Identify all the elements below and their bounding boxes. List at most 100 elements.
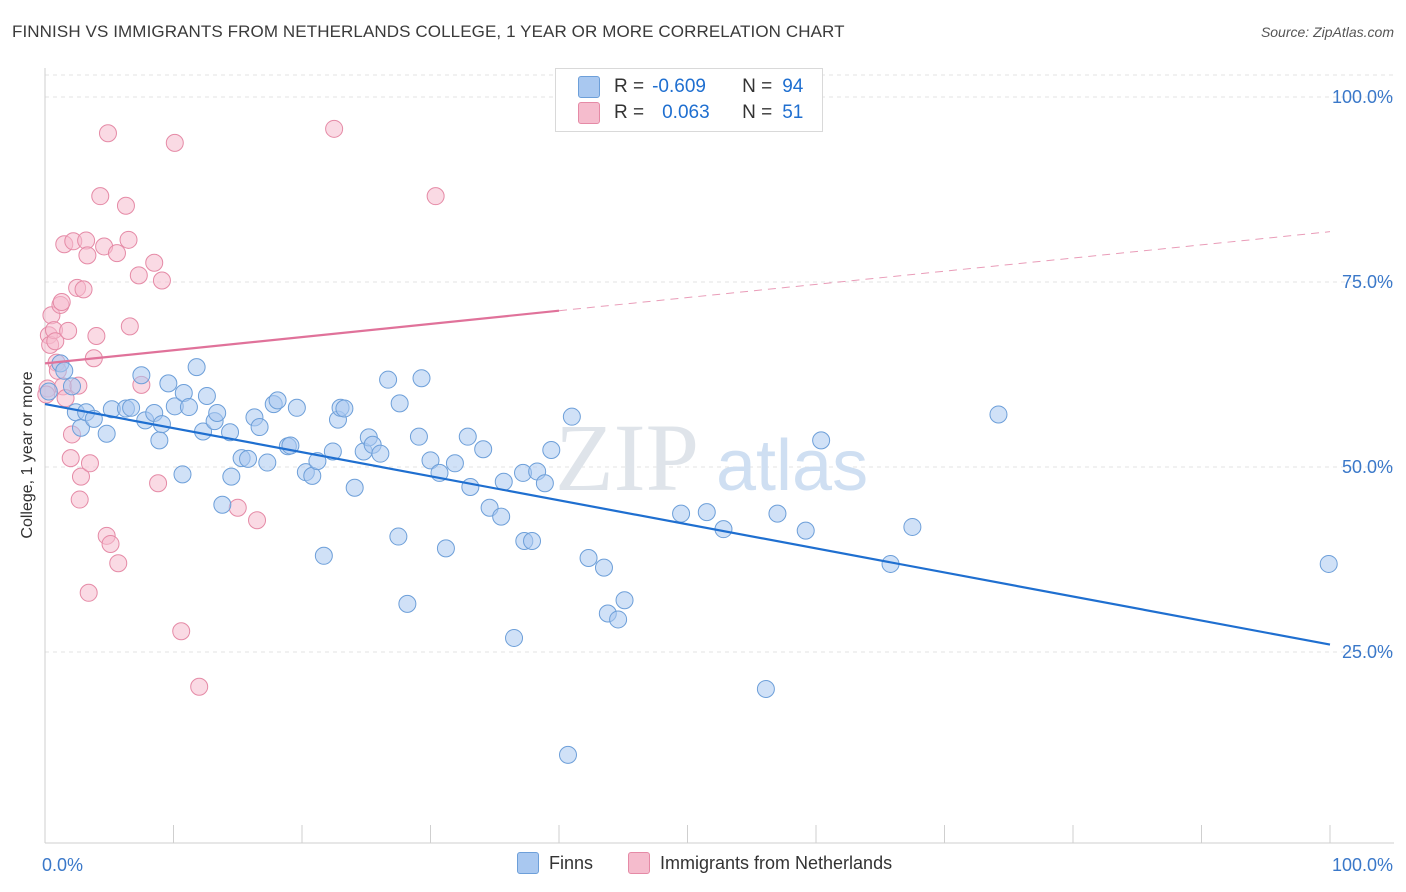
series-legend: Finns Immigrants from Netherlands	[0, 852, 1406, 878]
y-tick-label: 50.0%	[1342, 457, 1393, 477]
netherlands-point	[145, 253, 164, 272]
finns-point	[323, 442, 342, 461]
finns-point	[379, 370, 398, 389]
axes	[44, 68, 1394, 844]
finns-point	[436, 539, 455, 558]
finns-point	[345, 478, 364, 497]
finns-point	[579, 549, 598, 568]
netherlands-point	[120, 317, 139, 336]
watermark: ZIP atlas	[555, 404, 868, 511]
netherlands-point	[74, 280, 93, 299]
finns-point	[458, 427, 477, 446]
netherlands-points	[37, 119, 445, 696]
netherlands-point	[46, 332, 65, 351]
finns-point	[173, 465, 192, 484]
finns-point	[62, 377, 81, 396]
finns-point	[615, 591, 634, 610]
finns-point	[335, 399, 354, 418]
netherlands-point	[116, 196, 135, 215]
netherlands-point	[61, 449, 80, 468]
finns-point	[562, 407, 581, 426]
netherlands-point	[248, 511, 267, 530]
legend-r-label: R =	[614, 102, 645, 123]
finns-point	[1319, 554, 1338, 573]
grid-lines	[45, 74, 1395, 653]
netherlands-legend-swatch	[628, 852, 650, 874]
netherlands-point	[98, 124, 117, 143]
netherlands-point	[59, 321, 78, 340]
finns-point	[197, 386, 216, 405]
x-tick-label: 0.0%	[42, 855, 83, 875]
finns-point	[221, 423, 240, 442]
finns-point	[132, 366, 151, 385]
finns-point	[492, 507, 511, 526]
finns-point	[222, 467, 241, 486]
finns-point	[179, 398, 198, 417]
finns-point	[903, 517, 922, 536]
finns-point	[122, 398, 141, 417]
legend-row-netherlands: R = 0.063 N = 51	[578, 101, 803, 125]
legend-n-label: N =	[742, 76, 773, 97]
finns-point	[213, 495, 232, 514]
netherlands-point	[101, 534, 120, 553]
finns-legend-label: Finns	[549, 852, 594, 873]
finns-point	[268, 391, 287, 410]
netherlands-point	[70, 490, 89, 509]
finns-point	[97, 424, 116, 443]
finns-points	[39, 354, 1338, 764]
y-tick-label: 25.0%	[1342, 642, 1393, 662]
netherlands-n-value: 51	[782, 102, 804, 123]
netherlands-point	[152, 271, 171, 290]
finns-point	[409, 427, 428, 446]
netherlands-legend-label: Immigrants from Netherlands	[660, 852, 893, 873]
netherlands-point	[91, 187, 110, 206]
finns-point	[812, 431, 831, 450]
netherlands-point	[190, 677, 209, 696]
x-tick-label: 100.0%	[1332, 855, 1393, 875]
finns-point	[421, 451, 440, 470]
finns-point	[474, 440, 493, 459]
finns-point	[445, 454, 464, 473]
source-credit: Source: ZipAtlas.com	[1260, 24, 1394, 40]
netherlands-point	[228, 498, 247, 517]
netherlands-point	[426, 187, 445, 206]
finns-point	[389, 527, 408, 546]
finns-n-value: 94	[782, 76, 804, 97]
netherlands-trend-extension	[558, 231, 1331, 312]
netherlands-swatch	[578, 102, 600, 124]
finns-point	[239, 449, 258, 468]
finns-point	[542, 440, 561, 459]
finns-trend-line	[44, 403, 1331, 646]
correlation-legend: R = -0.609 N = 94 R = 0.063 N = 51	[555, 68, 823, 132]
y-tick-label: 75.0%	[1342, 272, 1393, 292]
finns-point	[796, 521, 815, 540]
finns-point	[55, 361, 74, 380]
legend-item-finns[interactable]: Finns	[517, 852, 593, 874]
finns-point	[208, 403, 227, 422]
finns-point	[523, 532, 542, 550]
netherlands-point	[129, 266, 148, 285]
legend-row-finns: R = -0.609 N = 94	[578, 75, 803, 99]
netherlands-point	[119, 230, 138, 249]
finns-point	[390, 394, 409, 413]
finns-r-value: -0.609	[652, 76, 706, 97]
finns-point	[150, 431, 169, 450]
finns-point	[258, 453, 277, 472]
finns-point	[609, 610, 628, 629]
finns-point	[39, 382, 58, 401]
finns-point	[412, 369, 431, 388]
finns-legend-swatch	[517, 852, 539, 874]
y-tick-label: 100.0%	[1332, 87, 1393, 107]
finns-point	[672, 504, 691, 523]
netherlands-point	[172, 622, 191, 641]
finns-point	[768, 504, 787, 523]
finns-point	[594, 558, 613, 577]
netherlands-point	[107, 244, 126, 263]
netherlands-point	[78, 246, 97, 265]
netherlands-point	[79, 583, 98, 602]
chart-title: FINNISH VS IMMIGRANTS FROM NETHERLANDS C…	[12, 22, 845, 41]
netherlands-point	[87, 327, 106, 346]
legend-item-netherlands[interactable]: Immigrants from Netherlands	[628, 852, 892, 874]
netherlands-point	[71, 467, 90, 486]
finns-point	[989, 405, 1008, 424]
